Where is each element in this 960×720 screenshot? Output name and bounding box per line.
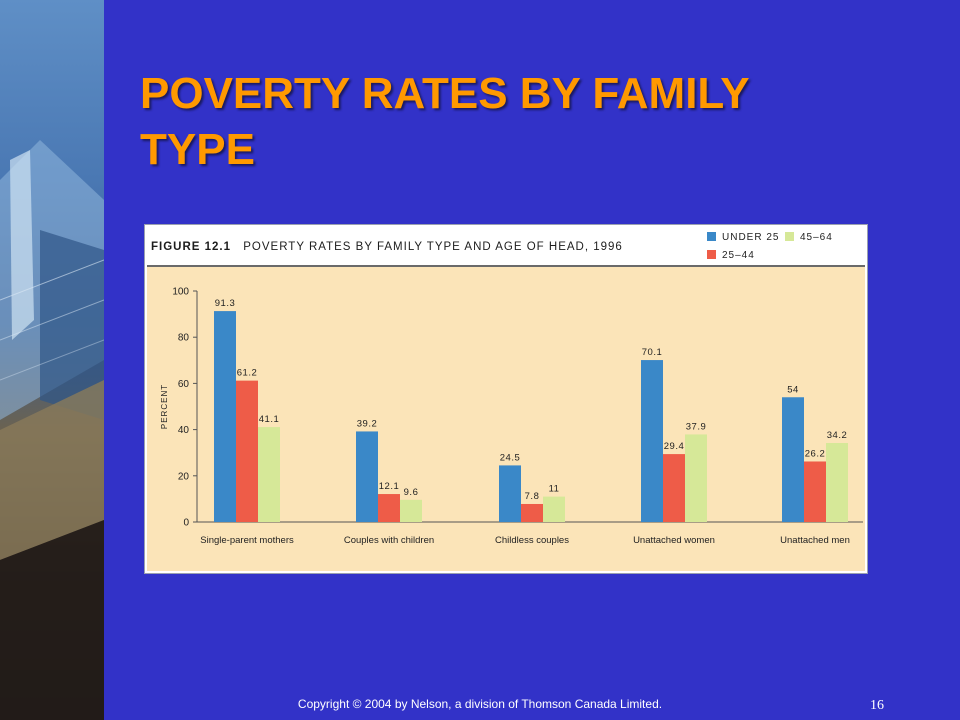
y-tick-label-3: 60 [178, 379, 190, 390]
slide-title: POVERTY RATES BY FAMILY TYPE [140, 69, 749, 174]
bar-1-1 [378, 494, 400, 522]
legend-swatch-25-44 [707, 250, 716, 259]
legend-item-under25: UNDER 25 [707, 232, 779, 243]
x-category-label-4: Unattached men [780, 535, 850, 546]
data-label-0-3: 70.1 [642, 347, 663, 358]
bar-2-3 [685, 434, 707, 522]
data-label-1-3: 29.4 [664, 441, 685, 452]
legend-item-25-44: 25–44 [707, 250, 755, 261]
legend-swatch-under25 [707, 232, 716, 241]
bar-0-0 [214, 311, 236, 522]
bar-2-4 [826, 442, 848, 522]
data-label-1-2: 7.8 [525, 491, 540, 502]
data-label-0-0: 91.3 [215, 298, 236, 309]
data-label-0-4: 54 [787, 384, 799, 395]
bar-0-4 [782, 397, 804, 522]
chart-figure: FIGURE 12.1 POVERTY RATES BY FAMILY TYPE… [144, 224, 868, 574]
data-label-1-1: 12.1 [379, 481, 400, 492]
bar-1-2 [521, 503, 543, 522]
data-label-2-0: 41.1 [259, 414, 280, 425]
legend-label-25-44: 25–44 [722, 250, 755, 261]
data-label-1-0: 61.2 [237, 368, 258, 379]
data-label-1-4: 26.2 [805, 448, 826, 459]
bar-0-1 [356, 431, 378, 522]
bar-1-4 [804, 461, 826, 522]
bar-0-2 [499, 465, 521, 522]
x-category-label-3: Unattached women [633, 535, 715, 546]
bar-2-1 [400, 499, 422, 522]
y-axis-title: PERCENT [160, 384, 169, 429]
data-label-0-2: 24.5 [500, 452, 521, 463]
legend-item-45-64: 45–64 [785, 232, 833, 243]
legend-label-under25: UNDER 25 [722, 232, 780, 243]
x-category-label-2: Childless couples [495, 535, 569, 546]
y-tick-label-1: 20 [178, 471, 190, 482]
y-tick-label-0: 0 [183, 518, 189, 529]
data-label-0-1: 39.2 [357, 418, 378, 429]
data-label-2-1: 9.6 [404, 487, 419, 498]
figure-caption: FIGURE 12.1 POVERTY RATES BY FAMILY TYPE… [151, 241, 623, 253]
y-tick-label-5: 100 [172, 287, 189, 298]
figure-caption-text: POVERTY RATES BY FAMILY TYPE AND AGE OF … [243, 241, 623, 253]
x-category-label-0: Single-parent mothers [200, 535, 294, 546]
legend-swatch-45-64 [785, 232, 794, 241]
data-label-2-4: 34.2 [827, 430, 848, 441]
legend-label-45-64: 45–64 [800, 232, 833, 243]
bar-2-0 [258, 427, 280, 522]
bar-1-0 [236, 380, 258, 522]
data-label-2-3: 37.9 [686, 421, 707, 432]
bar-2-2 [543, 496, 565, 522]
data-label-2-2: 11 [549, 484, 560, 495]
y-tick-label-4: 80 [178, 333, 190, 344]
bar-chart: 0 20 40 60 80 100 PERCENT 91.3 61.2 41.1 Single-pa… [160, 287, 863, 546]
figure-caption-bar: FIGURE 12.1 POVERTY RATES BY FAMILY TYPE… [147, 227, 865, 267]
page-number: 16 [870, 698, 884, 713]
figure-number: FIGURE 12.1 [151, 241, 232, 253]
copyright-footer: Copyright © 2004 by Nelson, a division o… [297, 697, 663, 711]
bar-0-3 [641, 360, 663, 522]
x-category-label-1: Couples with children [344, 535, 434, 546]
y-tick-label-2: 40 [178, 425, 190, 436]
bar-1-3 [663, 454, 685, 522]
decorative-building-photo [0, 0, 104, 720]
